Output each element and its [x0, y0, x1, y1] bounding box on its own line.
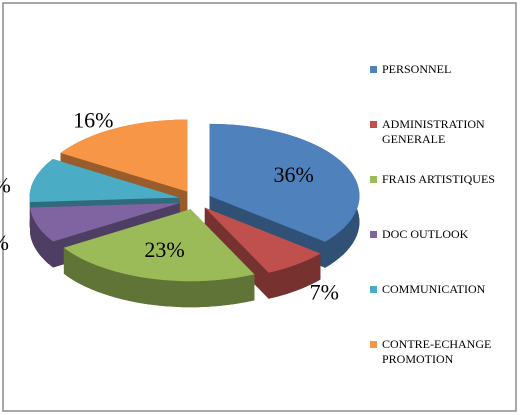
legend-item: FRAIS ARTISTIQUES [370, 172, 515, 187]
data-label: 23% [144, 237, 184, 262]
data-label: 7% [310, 280, 339, 305]
legend-label: FRAIS ARTISTIQUES [382, 172, 495, 186]
slice-wall [30, 207, 54, 268]
pie-slice [60, 119, 188, 192]
data-label: 8% [0, 230, 9, 255]
pie-slice-group [63, 209, 255, 308]
legend-swatch [370, 176, 377, 183]
pie-slice [29, 159, 180, 203]
legend-label: ADMINISTRATION GENERALE [382, 117, 485, 146]
pie-slice [209, 123, 360, 242]
legend-item: ADMINISTRATION GENERALE [370, 117, 515, 147]
data-label: 16% [73, 108, 113, 133]
legend-item: CONTRE-ECHANGE PROMOTION [370, 337, 515, 367]
legend-swatch [370, 121, 377, 128]
legend-label: COMMUNICATION [382, 282, 486, 296]
legend-swatch [370, 286, 377, 293]
legend-swatch [370, 341, 377, 348]
legend-swatch [370, 66, 377, 73]
pie-slice-group [204, 207, 321, 299]
slice-wall [63, 247, 255, 308]
legend-swatch [370, 231, 377, 238]
data-label: 36% [273, 162, 313, 187]
pie-slice [30, 203, 180, 242]
legend-label: CONTRE-ECHANGE PROMOTION [382, 337, 492, 366]
pie-slice [63, 209, 255, 282]
legend-item: COMMUNICATION [370, 282, 515, 297]
slice-wall [268, 253, 321, 299]
data-label: 10% [0, 172, 11, 197]
legend-label: DOC OUTLOOK [382, 227, 469, 241]
pie-slice [204, 207, 321, 273]
legend-item: PERSONNEL [370, 62, 515, 77]
legend-item: DOC OUTLOOK [370, 227, 515, 242]
legend-label: PERSONNEL [382, 62, 452, 76]
